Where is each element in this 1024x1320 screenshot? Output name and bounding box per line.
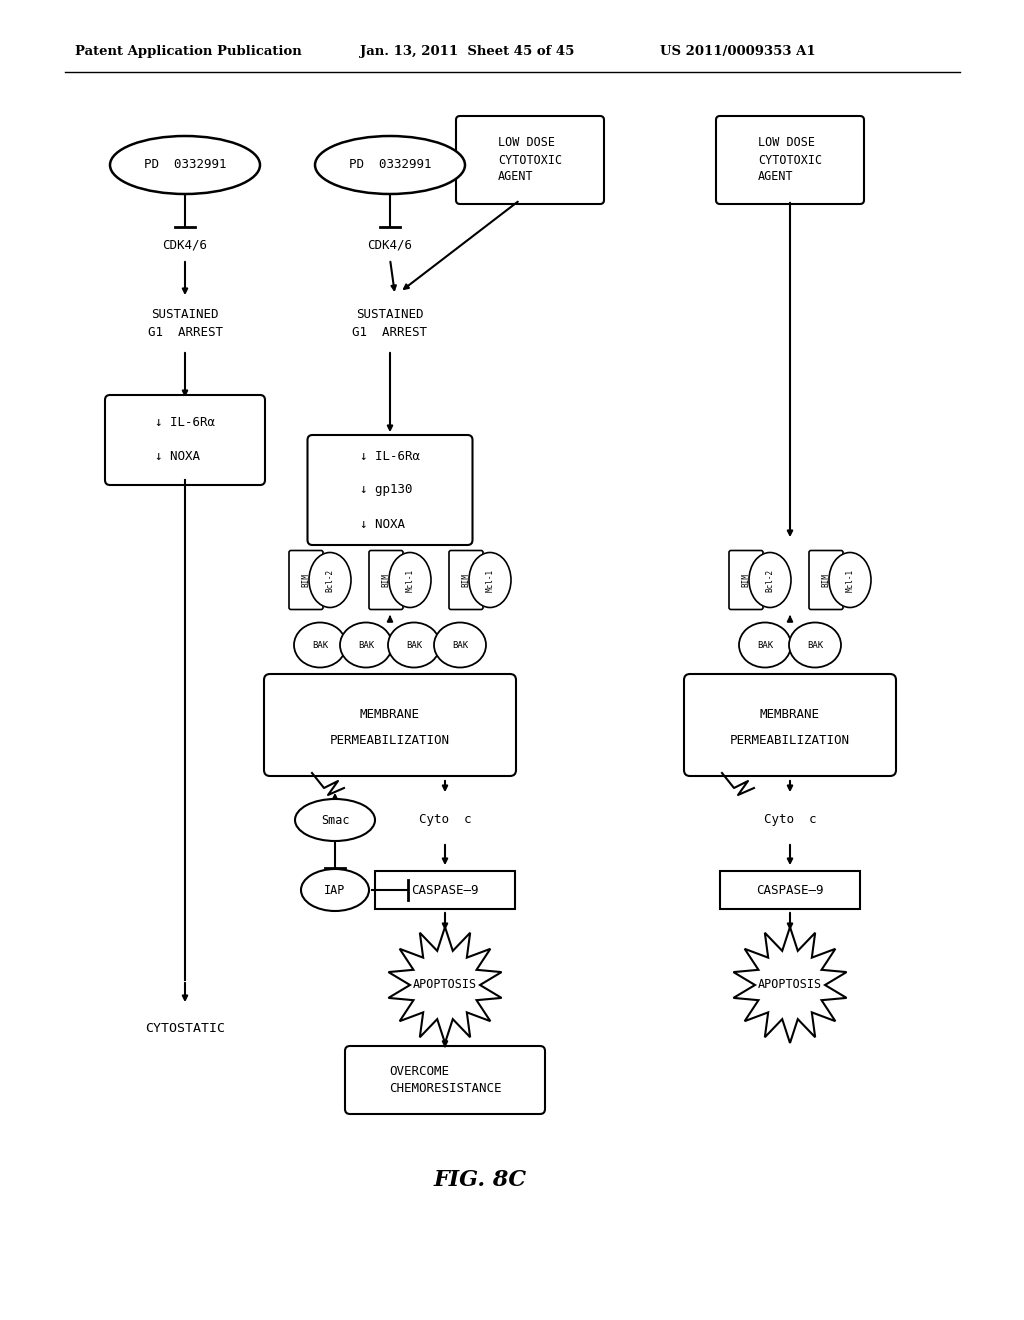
Bar xyxy=(720,871,860,909)
Ellipse shape xyxy=(469,553,511,607)
Text: BAK: BAK xyxy=(312,640,328,649)
Text: BAK: BAK xyxy=(807,640,823,649)
Text: PERMEABILIZATION: PERMEABILIZATION xyxy=(730,734,850,747)
FancyBboxPatch shape xyxy=(369,550,403,610)
Ellipse shape xyxy=(301,869,369,911)
Text: Smac: Smac xyxy=(321,813,349,826)
Ellipse shape xyxy=(388,623,440,668)
Ellipse shape xyxy=(294,623,346,668)
Ellipse shape xyxy=(315,136,465,194)
Text: BAK: BAK xyxy=(406,640,422,649)
FancyBboxPatch shape xyxy=(307,436,472,545)
Text: BAK: BAK xyxy=(757,640,773,649)
Text: US 2011/0009353 A1: US 2011/0009353 A1 xyxy=(660,45,816,58)
Text: PD  0332991: PD 0332991 xyxy=(143,158,226,172)
Bar xyxy=(375,871,515,909)
Ellipse shape xyxy=(790,623,841,668)
Text: Mcl-1: Mcl-1 xyxy=(485,569,495,591)
FancyBboxPatch shape xyxy=(345,1045,545,1114)
Ellipse shape xyxy=(110,136,260,194)
Ellipse shape xyxy=(340,623,392,668)
Text: PERMEABILIZATION: PERMEABILIZATION xyxy=(330,734,450,747)
Text: LOW DOSE
CYTOTOXIC
AGENT: LOW DOSE CYTOTOXIC AGENT xyxy=(758,136,822,183)
FancyBboxPatch shape xyxy=(684,675,896,776)
Ellipse shape xyxy=(295,799,375,841)
Text: CYTOSTATIC: CYTOSTATIC xyxy=(145,1022,225,1035)
FancyBboxPatch shape xyxy=(289,550,323,610)
Text: ↓ IL-6Rα

↓ NOXA: ↓ IL-6Rα ↓ NOXA xyxy=(155,417,215,463)
Text: CASPASE–9: CASPASE–9 xyxy=(757,883,823,896)
Text: SUSTAINED: SUSTAINED xyxy=(152,309,219,322)
Text: CASPASE–9: CASPASE–9 xyxy=(412,883,479,896)
Ellipse shape xyxy=(739,623,791,668)
Text: MEMBRANE: MEMBRANE xyxy=(360,709,420,722)
Ellipse shape xyxy=(829,553,871,607)
Ellipse shape xyxy=(309,553,351,607)
FancyBboxPatch shape xyxy=(809,550,843,610)
Polygon shape xyxy=(733,927,847,1043)
Text: G1  ARREST: G1 ARREST xyxy=(147,326,222,339)
Text: BIM: BIM xyxy=(382,573,390,587)
Text: BIM: BIM xyxy=(741,573,751,587)
Text: Jan. 13, 2011  Sheet 45 of 45: Jan. 13, 2011 Sheet 45 of 45 xyxy=(360,45,574,58)
Text: BAK: BAK xyxy=(358,640,374,649)
Text: LOW DOSE
CYTOTOXIC
AGENT: LOW DOSE CYTOTOXIC AGENT xyxy=(498,136,562,183)
Text: Mcl-1: Mcl-1 xyxy=(846,569,854,591)
Text: IAP: IAP xyxy=(325,883,346,896)
Text: CDK4/6: CDK4/6 xyxy=(368,239,413,252)
Text: Cyto  c: Cyto c xyxy=(764,813,816,826)
Text: PD  0332991: PD 0332991 xyxy=(349,158,431,172)
Text: Patent Application Publication: Patent Application Publication xyxy=(75,45,302,58)
FancyBboxPatch shape xyxy=(716,116,864,205)
FancyBboxPatch shape xyxy=(264,675,516,776)
Ellipse shape xyxy=(749,553,791,607)
Text: Cyto  c: Cyto c xyxy=(419,813,471,826)
Text: FIG. 8C: FIG. 8C xyxy=(433,1170,526,1191)
Text: APOPTOSIS: APOPTOSIS xyxy=(413,978,477,991)
Text: ↓ IL-6Rα

↓ gp130

↓ NOXA: ↓ IL-6Rα ↓ gp130 ↓ NOXA xyxy=(360,450,420,531)
Text: BIM: BIM xyxy=(301,573,310,587)
Text: G1  ARREST: G1 ARREST xyxy=(352,326,427,339)
Text: Mcl-1: Mcl-1 xyxy=(406,569,415,591)
Text: CDK4/6: CDK4/6 xyxy=(163,239,208,252)
Text: SUSTAINED: SUSTAINED xyxy=(356,309,424,322)
Ellipse shape xyxy=(389,553,431,607)
Text: MEMBRANE: MEMBRANE xyxy=(760,709,820,722)
Text: BAK: BAK xyxy=(452,640,468,649)
Text: BIM: BIM xyxy=(821,573,830,587)
Text: OVERCOME
CHEMORESISTANCE: OVERCOME CHEMORESISTANCE xyxy=(389,1065,502,1096)
Text: Bcl-2: Bcl-2 xyxy=(326,569,335,591)
Polygon shape xyxy=(388,927,502,1043)
FancyBboxPatch shape xyxy=(105,395,265,484)
FancyBboxPatch shape xyxy=(456,116,604,205)
FancyBboxPatch shape xyxy=(449,550,483,610)
Text: BIM: BIM xyxy=(462,573,470,587)
Text: Bcl-2: Bcl-2 xyxy=(766,569,774,591)
Text: APOPTOSIS: APOPTOSIS xyxy=(758,978,822,991)
FancyBboxPatch shape xyxy=(729,550,763,610)
Ellipse shape xyxy=(434,623,486,668)
